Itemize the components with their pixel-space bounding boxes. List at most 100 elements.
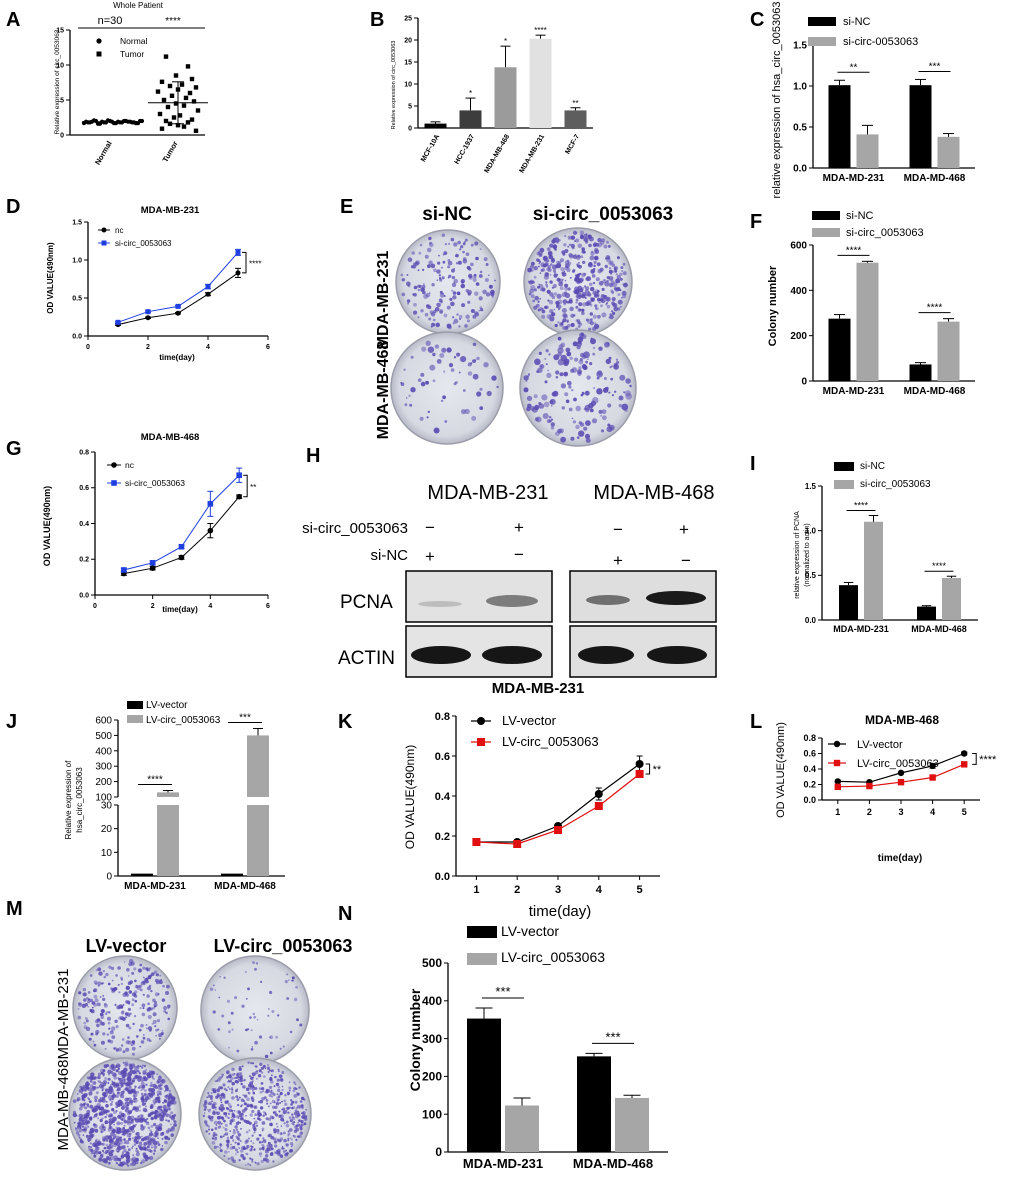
plate-e-231-si-colony bbox=[606, 302, 608, 305]
chart-n-ytick-label: 100 bbox=[422, 1107, 442, 1121]
panel-a-n-label: n=30 bbox=[98, 15, 123, 27]
plate-e-468-nc-colony bbox=[460, 356, 467, 363]
plate-e-468-si-colony bbox=[538, 403, 545, 409]
plate-m-468-lv-colony bbox=[272, 1160, 275, 1163]
panel-a: Whole Patient n=30 **** Relative express… bbox=[54, 1, 181, 134]
plate-m-468-lv-colony bbox=[244, 1164, 247, 1166]
plate-e-468-nc-colony bbox=[453, 356, 457, 359]
plate-m-468-vec-colony bbox=[132, 1124, 136, 1128]
plate-m-468-lv-colony bbox=[253, 1105, 258, 1110]
plate-e-231-nc-colony bbox=[430, 312, 436, 317]
plate-m-468-lv-colony bbox=[256, 1117, 260, 1121]
plate-m-468-lv-colony bbox=[252, 1091, 256, 1095]
plate-m-468-lv-colony bbox=[254, 1070, 259, 1075]
panel-a-significance: **** bbox=[165, 16, 181, 27]
plate-m-231-vec-colony bbox=[118, 991, 121, 994]
panel-letter-a: A bbox=[6, 9, 20, 31]
chart-l-point bbox=[834, 783, 841, 791]
plate-m-468-vec-colony bbox=[145, 1069, 147, 1071]
chart-i-category-label: MDA-MD-468 bbox=[911, 624, 967, 634]
plate-e-231-nc-colony bbox=[480, 308, 484, 312]
plate-m-468-vec-colony bbox=[157, 1137, 159, 1139]
plate-e-468-si-colony bbox=[604, 341, 610, 348]
plate-m-468-lv-colony bbox=[231, 1086, 234, 1089]
panel-m-label-vec: LV-vector bbox=[86, 936, 167, 956]
plate-m-468-vec-colony bbox=[152, 1152, 156, 1155]
plate-e-468-si-colony bbox=[560, 383, 567, 389]
plate-m-468-vec-colony bbox=[139, 1065, 142, 1067]
plate-m-231-vec-colony bbox=[165, 991, 169, 995]
plate-m-231-vec-colony bbox=[142, 1007, 145, 1010]
plate-e-468-nc-colony bbox=[420, 372, 425, 377]
plate-e-231-si-colony bbox=[534, 295, 539, 301]
chart-a-point-tumor bbox=[173, 73, 179, 78]
plate-m-468-lv-colony bbox=[208, 1128, 210, 1131]
plate-e-468-si-colony bbox=[557, 428, 562, 434]
plate-m-231-vec-colony bbox=[139, 1007, 142, 1010]
plate-e-468-si-colony bbox=[596, 388, 603, 395]
chart-a-point-tumor bbox=[177, 113, 183, 118]
plate-m-468-vec-colony bbox=[107, 1127, 112, 1132]
plate-e-231-si-colony bbox=[574, 274, 577, 277]
chart-f-ytick-label: 600 bbox=[790, 241, 807, 252]
plate-m-468-lv-colony bbox=[210, 1128, 214, 1132]
plate-m-468-lv-colony bbox=[224, 1132, 229, 1136]
plate-m-468-lv-colony bbox=[222, 1126, 225, 1129]
plate-m-231-vec-colony bbox=[95, 1032, 99, 1036]
plate-e-231-si-colony bbox=[619, 305, 622, 308]
plate-e-231-nc-colony bbox=[407, 257, 413, 263]
chart-c-category-label: MDA-MD-468 bbox=[904, 173, 966, 184]
plate-m-468-lv-colony bbox=[214, 1126, 218, 1130]
plate-m-231-vec-colony bbox=[163, 1009, 167, 1013]
plate-m-231-vec-colony bbox=[83, 998, 87, 1002]
plate-m-468-vec-colony bbox=[109, 1138, 113, 1143]
plate-m-231-vec-colony bbox=[108, 1011, 111, 1014]
plate-m-468-lv-colony bbox=[222, 1084, 225, 1087]
plate-m-468-vec-colony bbox=[124, 1063, 129, 1067]
plate-m-468-vec-colony bbox=[85, 1086, 90, 1090]
plate-m-468-vec-colony bbox=[139, 1114, 143, 1118]
panel-letter-d: D bbox=[6, 196, 20, 218]
panel-c: relative expression of hsa_circ_0053063 … bbox=[771, 2, 918, 199]
plate-m-468-vec-colony bbox=[153, 1122, 157, 1127]
plate-e-468-si-colony bbox=[535, 416, 542, 423]
plate-m-468-vec-colony bbox=[124, 1102, 127, 1105]
plate-m-468-lv-colony bbox=[247, 1091, 250, 1094]
plate-m-231-vec-colony bbox=[93, 988, 98, 993]
chart-f-significance: **** bbox=[846, 245, 862, 256]
plate-e-231-si-colony bbox=[537, 300, 540, 303]
plate-m-231-vec-colony bbox=[90, 1009, 95, 1014]
plate-e-231-si-colony bbox=[585, 277, 589, 281]
plate-e-231-si-colony bbox=[563, 243, 567, 247]
plate-m-468-vec-colony bbox=[150, 1087, 156, 1093]
plate-m-231-lv-colony bbox=[269, 1051, 273, 1055]
plate-m-468-vec-colony bbox=[121, 1117, 126, 1122]
plate-e-468-si-colony bbox=[590, 338, 596, 345]
plate-m-468-lv-colony bbox=[225, 1112, 228, 1115]
plate-m-231-vec-colony bbox=[108, 965, 112, 969]
plate-m-231-vec-colony bbox=[150, 989, 153, 993]
chart-l-legend-marker bbox=[833, 740, 841, 748]
plate-m-468-lv-colony bbox=[250, 1104, 254, 1108]
plate-m-468-vec-colony bbox=[144, 1089, 147, 1092]
plate-e-468-si-colony bbox=[572, 341, 578, 347]
panel-j-legend-1: LV-circ_0053063 bbox=[146, 715, 221, 726]
plate-m-468-lv-colony bbox=[268, 1105, 270, 1108]
plate-m-468-vec-colony bbox=[137, 1075, 141, 1079]
band-pcna-231-nc bbox=[418, 601, 462, 607]
chart-b-bar bbox=[494, 67, 517, 128]
plate-e-231-nc-colony bbox=[437, 261, 441, 265]
plate-m-231-lv-colony bbox=[218, 996, 221, 999]
panel-letter-k: K bbox=[338, 711, 353, 733]
plate-m-468-lv-colony bbox=[254, 1120, 258, 1125]
plate-e-468-si-colony bbox=[579, 358, 583, 361]
plate-m-468-vec-colony bbox=[123, 1088, 126, 1091]
panel-g-title: MDA-MB-468 bbox=[141, 432, 200, 443]
chart-g-legend-marker bbox=[111, 480, 117, 486]
plate-e-231-nc-colony bbox=[453, 278, 459, 284]
chart-j-ytick-label: 400 bbox=[95, 746, 112, 757]
plate-m-231-lv-colony bbox=[241, 1004, 245, 1008]
plate-m-468-lv-colony bbox=[231, 1082, 235, 1086]
panel-letter-j: J bbox=[6, 711, 17, 733]
plate-m-468-vec-colony bbox=[143, 1147, 146, 1151]
